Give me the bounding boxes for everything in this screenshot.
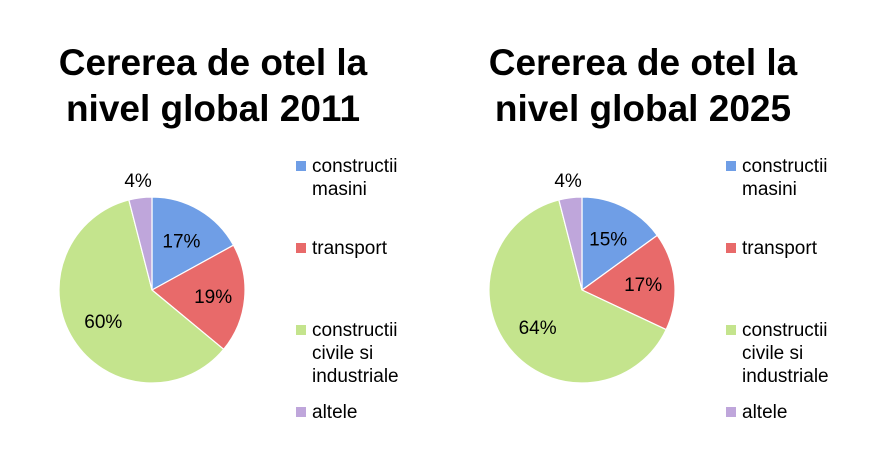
data-label: 60% bbox=[84, 312, 122, 333]
chart-title-line: nivel global 2011 bbox=[65, 88, 361, 129]
legend-swatch bbox=[726, 243, 736, 253]
pie-chart: 15% 17% 64% 4% bbox=[488, 171, 676, 384]
pie-slice bbox=[150, 244, 246, 351]
legend-swatch bbox=[296, 243, 306, 253]
pie-slice bbox=[558, 196, 583, 291]
legend-label: altele bbox=[312, 402, 358, 423]
legend-swatch bbox=[726, 407, 736, 417]
legend-label: transport bbox=[312, 238, 387, 259]
data-label: 4% bbox=[124, 171, 152, 192]
chart-title-line: Cererea de otel la bbox=[58, 42, 368, 83]
legend-label: altele bbox=[742, 402, 788, 423]
chart-2025: Cererea de otel la nivel global 2025 15%… bbox=[430, 0, 860, 467]
pie-slice bbox=[151, 196, 235, 292]
pie-slice bbox=[580, 234, 676, 331]
chart-title: Cererea de otel la nivel global 2011 bbox=[28, 40, 398, 132]
chart-2011: Cererea de otel la nivel global 2011 17%… bbox=[0, 0, 430, 467]
legend-swatch bbox=[296, 161, 306, 171]
legend-swatch bbox=[726, 161, 736, 171]
chart-title-line: nivel global 2025 bbox=[494, 88, 792, 129]
pie-slice bbox=[128, 196, 153, 291]
data-label: 17% bbox=[162, 231, 200, 252]
legend-swatch bbox=[296, 407, 306, 417]
pie-slice bbox=[58, 199, 225, 384]
data-label: 19% bbox=[194, 287, 232, 308]
pie-slice bbox=[488, 199, 667, 384]
data-label: 17% bbox=[624, 275, 662, 296]
legend-label: transport bbox=[742, 238, 817, 259]
data-label: 4% bbox=[554, 171, 582, 192]
pie-chart: 17% 19% 60% 4% bbox=[58, 171, 246, 384]
legend-label: constructii civile si industriale bbox=[742, 320, 829, 387]
legend-swatch bbox=[296, 325, 306, 335]
chart-title-line: Cererea de otel la bbox=[488, 42, 798, 83]
chart-title: Cererea de otel la nivel global 2025 bbox=[458, 40, 828, 132]
data-label: 64% bbox=[519, 318, 557, 339]
legend-label: constructii civile si industriale bbox=[312, 320, 399, 387]
data-label: 15% bbox=[589, 230, 627, 251]
legend-label: constructii masini bbox=[312, 156, 398, 200]
legend-swatch bbox=[726, 325, 736, 335]
legend-label: constructii masini bbox=[742, 156, 828, 200]
pie-slice bbox=[581, 196, 659, 292]
